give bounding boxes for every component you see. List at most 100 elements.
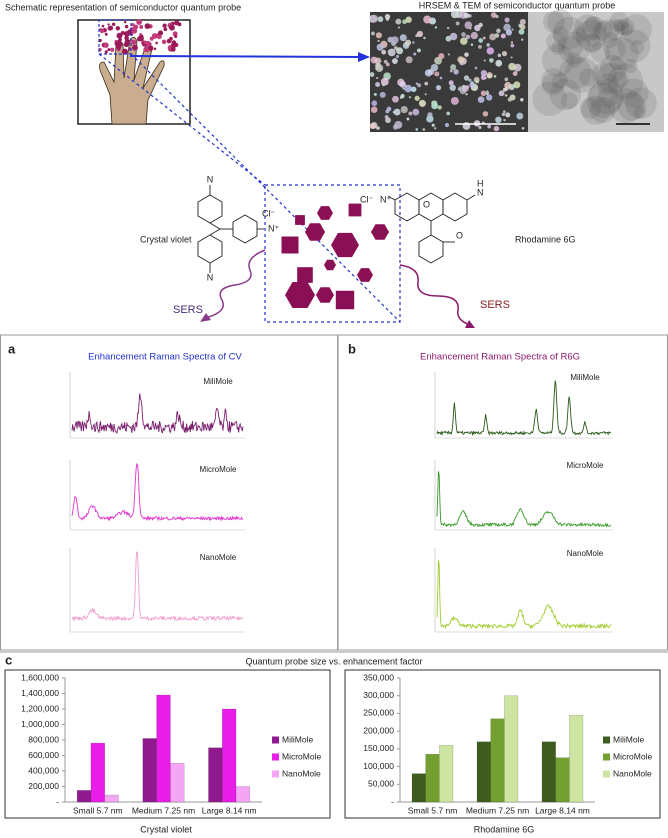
particle xyxy=(110,47,115,52)
bar xyxy=(569,714,584,803)
grain xyxy=(579,68,598,87)
crystal xyxy=(281,236,299,254)
bar xyxy=(504,695,519,803)
bar xyxy=(439,745,454,803)
grain xyxy=(465,34,471,40)
panel-label: c xyxy=(5,652,12,667)
spectrum-label: NanoMole xyxy=(200,553,237,562)
legend-swatch xyxy=(603,736,610,744)
atom: N⁺ xyxy=(380,194,391,204)
grain xyxy=(395,54,400,59)
grain xyxy=(603,38,626,61)
grain xyxy=(609,12,630,32)
particle xyxy=(123,20,127,24)
grain xyxy=(599,54,627,82)
grain xyxy=(597,86,619,108)
grain xyxy=(444,122,450,128)
grain xyxy=(520,24,526,30)
grain xyxy=(455,21,460,26)
y-tick-label: 1,200,000 xyxy=(21,703,59,713)
atom: N xyxy=(207,272,214,282)
grain xyxy=(501,112,506,117)
grain xyxy=(493,75,497,78)
particle xyxy=(153,47,157,51)
grain xyxy=(437,105,442,110)
grain xyxy=(397,26,401,29)
grain xyxy=(551,72,568,89)
crystal xyxy=(285,282,315,308)
grain xyxy=(560,92,578,110)
grain xyxy=(613,18,626,32)
grain xyxy=(470,31,478,40)
grain xyxy=(630,39,645,55)
particle xyxy=(131,23,135,27)
grain xyxy=(592,61,617,87)
grain xyxy=(487,73,492,79)
schematic-title: Schematic representation of semiconducto… xyxy=(5,2,241,12)
grain xyxy=(383,59,388,64)
panel-label: b xyxy=(348,341,356,356)
spectrum-line xyxy=(71,462,244,522)
crystal xyxy=(331,232,359,258)
y-tick-label: 1,000,000 xyxy=(21,719,59,729)
grain xyxy=(385,62,390,67)
grain xyxy=(447,53,451,56)
grain xyxy=(391,36,399,44)
grain xyxy=(448,80,454,86)
y-tick-label: 200,000 xyxy=(363,725,394,735)
grain xyxy=(400,93,405,99)
legend-label: NanoMole xyxy=(613,768,652,778)
molecule-name: Crystal violet xyxy=(140,234,192,244)
grain xyxy=(384,14,391,20)
particle xyxy=(116,39,121,44)
grain xyxy=(495,14,499,19)
molecule-name: Rhodamine 6G xyxy=(515,234,576,244)
grain xyxy=(503,23,511,32)
panel-label: a xyxy=(8,341,16,356)
grain xyxy=(384,115,389,119)
grain xyxy=(561,36,584,59)
wavy-arrow xyxy=(204,249,266,319)
bar xyxy=(476,741,491,803)
grain xyxy=(508,62,516,71)
grain xyxy=(511,28,514,31)
grain xyxy=(487,124,492,129)
grain xyxy=(434,71,440,77)
grain xyxy=(423,15,432,24)
grain xyxy=(463,75,470,81)
particle xyxy=(107,23,110,26)
images-title: HRSEM & TEM of semiconductor quantum pro… xyxy=(419,0,615,10)
grain xyxy=(371,31,375,36)
sem-texture xyxy=(369,10,526,132)
grain xyxy=(381,49,387,55)
chart-caption: Crystal violet xyxy=(140,824,192,834)
legend-swatch xyxy=(272,770,279,778)
grain xyxy=(392,58,398,64)
particle xyxy=(111,22,116,27)
grain xyxy=(489,33,497,41)
grain xyxy=(495,116,502,124)
grain xyxy=(449,69,453,73)
grain xyxy=(376,43,384,51)
grain xyxy=(541,68,566,94)
grain xyxy=(399,34,407,42)
panel-title: Quantum probe size vs. enhancement facto… xyxy=(245,656,422,666)
grain xyxy=(457,56,465,63)
grain xyxy=(521,126,525,130)
grain xyxy=(500,33,506,39)
legend-swatch xyxy=(603,770,610,778)
grain xyxy=(612,71,629,89)
bar xyxy=(235,786,251,803)
spectra xyxy=(69,372,613,633)
y-tick-label: - xyxy=(391,796,394,806)
particle xyxy=(132,44,138,51)
grain xyxy=(507,97,512,102)
grain xyxy=(564,57,600,93)
grain xyxy=(396,47,404,55)
y-tick-label: 800,000 xyxy=(28,734,59,744)
grain xyxy=(603,19,625,41)
grain xyxy=(513,81,521,89)
grain xyxy=(431,123,435,127)
grain xyxy=(484,77,487,80)
